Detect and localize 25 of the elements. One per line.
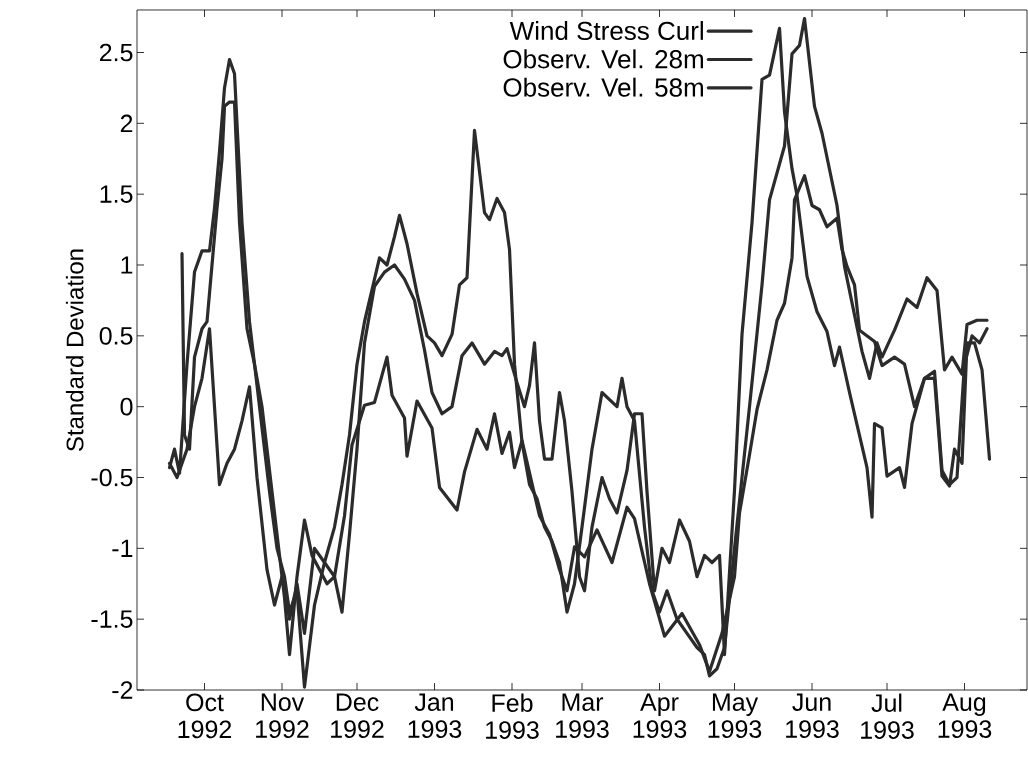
y-tick-label: 2.5: [99, 43, 133, 62]
y-axis-title: Standard Deviation: [65, 249, 84, 451]
x-tick-label: Jan 1993: [408, 693, 462, 738]
legend-label: Observ. Vel. 58m: [503, 77, 703, 97]
x-tick-label: Mar 1993: [556, 693, 609, 738]
x-tick-label: Jun 1993: [786, 693, 839, 738]
y-tick-label: 0.5: [99, 326, 133, 345]
y-tick-label: 0: [120, 397, 133, 416]
y-tick-label: -1.5: [91, 610, 133, 628]
x-tick-label: Feb 1993: [486, 693, 539, 739]
legend-label: Wind Stress Curl: [509, 21, 703, 41]
y-tick-label: 1: [121, 256, 133, 274]
legend-label: Observ. Vel. 28m: [503, 49, 703, 69]
x-tick-label: Oct 1992: [178, 693, 232, 739]
x-tick-label: Aug 1993: [938, 693, 992, 738]
y-tick-label: -2: [112, 681, 133, 699]
x-tick-label: Nov 1992: [256, 693, 309, 738]
x-tick-label: Jul 1993: [861, 693, 914, 739]
x-tick-label: Apr 1993: [633, 693, 687, 738]
x-tick-label: Dec 1992: [331, 693, 384, 738]
y-tick-label: -0.5: [91, 468, 133, 487]
x-tick-label: May 1993: [708, 693, 762, 738]
y-tick-label: 1.5: [100, 185, 133, 203]
y-tick-label: -1: [112, 539, 133, 557]
y-tick-label: 2: [120, 114, 133, 133]
